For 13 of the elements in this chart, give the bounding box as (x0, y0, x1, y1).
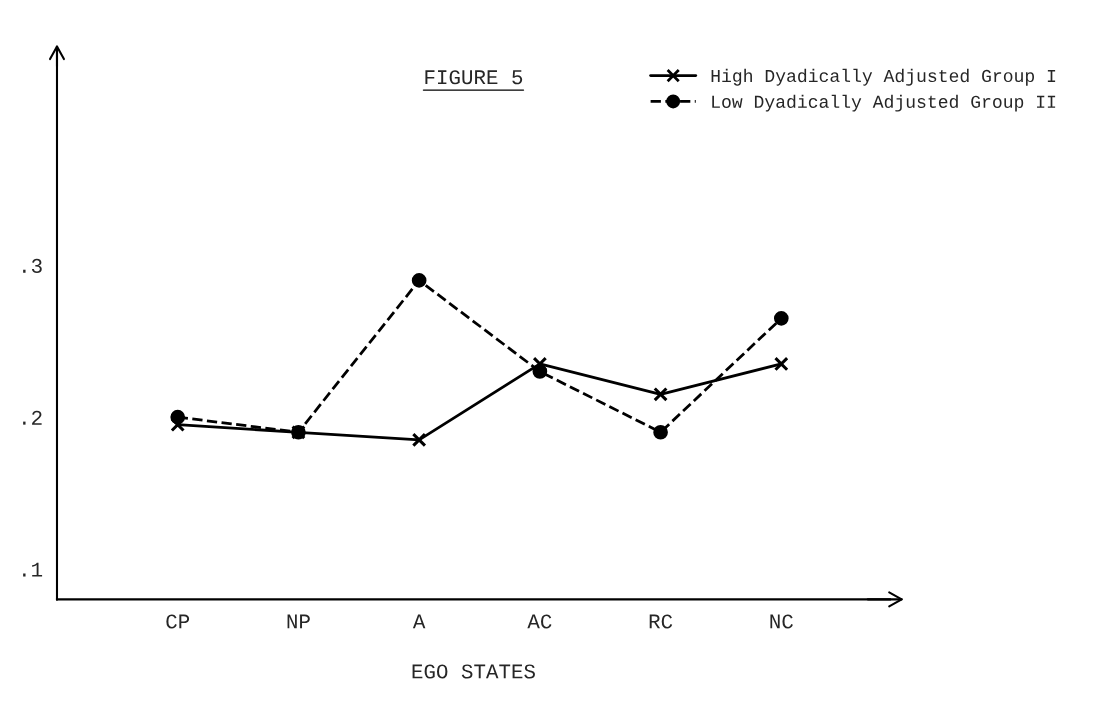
x-tick-label: NC (770, 614, 793, 629)
y-tick-label: .3 (23, 258, 42, 273)
x-tick-label: CP (166, 614, 190, 629)
x-axis-title: EGO STATES (412, 664, 535, 679)
x-tick-label: AC (527, 614, 552, 629)
x-tick-label: A (412, 614, 426, 629)
x-tick-label: NP (287, 614, 310, 629)
legend-label: High Dyadically Adjusted Group I (711, 68, 1056, 86)
y-tick-label: .2 (23, 410, 42, 425)
y-tick-label: .1 (23, 562, 43, 577)
text: FIGURE 5 (425, 70, 523, 85)
x-tick-label: RC (649, 614, 673, 629)
legend-label: Low Dyadically Adjusted Group II (712, 94, 1056, 112)
